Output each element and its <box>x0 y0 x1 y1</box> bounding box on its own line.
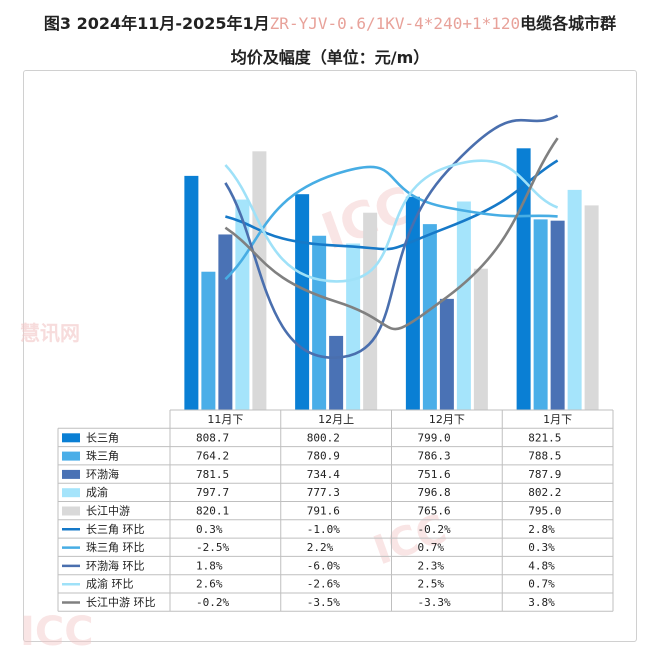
watermark-logo: 慧讯网 <box>20 321 80 345</box>
data-label: 820.1 <box>196 505 229 518</box>
x-tick-label: 1月下 <box>543 413 572 426</box>
legend-swatch-成渝 <box>62 488 80 498</box>
bar-长江中游-1月下 <box>584 205 599 410</box>
data-label: 764.2 <box>196 450 229 463</box>
data-label: -0.2% <box>196 596 229 609</box>
watermark-logo: ICC <box>20 609 94 655</box>
bar-珠三角-11月下 <box>201 271 216 410</box>
legend-swatch-长江中游 <box>62 506 80 516</box>
data-label: 821.5 <box>528 431 561 444</box>
title-suffix: 电缆各城市群 <box>520 14 617 33</box>
data-label: 2.3% <box>418 559 445 572</box>
bar-珠三角-12月下 <box>422 224 437 410</box>
line-珠三角 环比 <box>224 165 558 281</box>
data-label: -3.5% <box>307 596 340 609</box>
data-label: 777.3 <box>307 486 340 499</box>
data-label: 0.7% <box>528 578 555 591</box>
bar-珠三角-1月下 <box>533 219 548 410</box>
title-prefix: 图3 2024年11月-2025年1月 <box>43 14 270 33</box>
data-label: 0.3% <box>528 541 555 554</box>
data-label: 0.3% <box>196 523 223 536</box>
legend-label-珠三角: 珠三角 <box>86 449 119 463</box>
line-长江中游 环比 <box>224 137 559 331</box>
data-label: 799.0 <box>418 431 451 444</box>
data-label: 791.6 <box>307 505 340 518</box>
chart-title-line1: 图3 2024年11月-2025年1月ZR-YJV-0.6/1KV-4*240+… <box>0 10 660 34</box>
bar-长江中游-12月上 <box>363 212 378 410</box>
x-tick-label: 11月下 <box>207 413 243 426</box>
data-label: 808.7 <box>196 431 229 444</box>
bar-长江中游-11月下 <box>252 151 267 411</box>
data-label: 751.6 <box>418 468 451 481</box>
data-label: 1.8% <box>196 559 223 572</box>
bar-成渝-12月上 <box>346 243 361 410</box>
data-label: 800.2 <box>307 431 340 444</box>
bar-环渤海-1月下 <box>550 220 565 410</box>
legend-label-成渝 环比: 成渝 环比 <box>86 577 134 591</box>
legend-label-长三角: 长三角 <box>86 431 119 444</box>
bar-长三角-1月下 <box>516 148 531 411</box>
x-tick-label: 12月下 <box>429 413 465 426</box>
data-label: 795.0 <box>528 505 561 518</box>
bar-长三角-12月下 <box>405 196 420 410</box>
x-tick-label: 12月上 <box>318 413 354 426</box>
chart-title-line2: 均价及幅度（单位：元/m） <box>230 48 430 67</box>
data-label: 0.7% <box>418 541 445 554</box>
legend-swatch-珠三角 <box>62 451 80 461</box>
bar-长三角-12月上 <box>295 194 310 410</box>
legend-label-长三角 环比: 长三角 环比 <box>86 523 145 536</box>
legend-label-长江中游 环比: 长江中游 环比 <box>86 596 156 609</box>
line-成渝 环比 <box>224 159 559 283</box>
data-label: 2.5% <box>418 578 445 591</box>
data-label: 734.4 <box>307 468 340 481</box>
data-label: 802.2 <box>528 486 561 499</box>
data-label: -3.3% <box>418 596 451 609</box>
data-label: 2.2% <box>307 541 334 554</box>
data-label: 797.7 <box>196 486 229 499</box>
bar-环渤海-11月下 <box>218 234 233 410</box>
data-label: -1.0% <box>307 523 340 536</box>
bar-长江中游-12月下 <box>473 268 488 410</box>
legend-label-环渤海 环比: 环渤海 环比 <box>86 558 145 572</box>
chart-frame <box>23 70 637 642</box>
legend-label-环渤海: 环渤海 <box>86 467 119 481</box>
line-长三角 环比 <box>225 159 559 251</box>
data-label: 2.8% <box>528 523 555 536</box>
data-label: 796.8 <box>418 486 451 499</box>
bar-珠三角-12月上 <box>312 235 327 410</box>
legend-label-珠三角 环比: 珠三角 环比 <box>86 540 145 554</box>
data-label: -2.5% <box>196 541 229 554</box>
legend-label-长江中游: 长江中游 <box>86 505 130 518</box>
legend-swatch-长三角 <box>62 433 80 443</box>
legend-label-成渝: 成渝 <box>86 485 108 499</box>
bar-环渤海-12月上 <box>329 335 344 410</box>
bar-环渤海-12月下 <box>439 298 454 410</box>
data-label: 3.8% <box>528 596 555 609</box>
data-label: 786.3 <box>418 450 451 463</box>
data-label: 765.6 <box>418 505 451 518</box>
bar-长三角-11月下 <box>184 175 199 410</box>
data-label: -6.0% <box>307 559 340 572</box>
title-cable-spec: ZR-YJV-0.6/1KV-4*240+1*120 <box>269 14 521 33</box>
data-label: 780.9 <box>307 450 340 463</box>
bar-成渝-12月下 <box>456 201 471 410</box>
data-label: 4.8% <box>528 559 555 572</box>
line-环渤海 环比 <box>224 114 559 359</box>
data-label: -2.6% <box>307 578 340 591</box>
data-label: -0.2% <box>418 523 451 536</box>
data-label: 781.5 <box>196 468 229 481</box>
legend-swatch-环渤海 <box>62 469 80 479</box>
data-label: 2.6% <box>196 578 223 591</box>
data-label: 787.9 <box>528 468 561 481</box>
bar-成渝-1月下 <box>567 189 582 410</box>
data-label: 788.5 <box>528 450 561 463</box>
